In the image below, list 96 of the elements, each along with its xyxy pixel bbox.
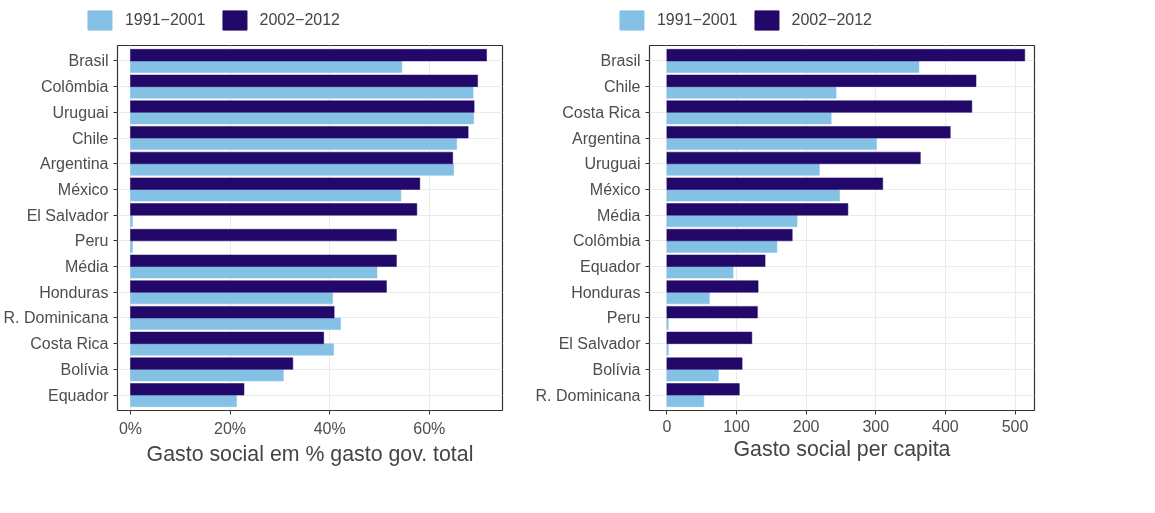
x-axis-title: Gasto social per capita [733,436,951,461]
y-tick-label: Costa Rica [562,103,641,121]
bar [666,292,710,305]
x-tick-label: 0 [662,417,672,435]
bar [666,86,837,99]
legend-label: 2002−2012 [259,11,341,29]
bar [130,86,474,99]
y-tick-label: El Salvador [558,335,642,353]
bar [666,112,832,125]
bar [130,49,487,62]
bar [130,357,294,370]
bar [666,151,921,164]
y-tick-label: Uruguai [584,155,641,173]
bar [666,394,705,407]
y-tick-label: Equador [580,258,642,276]
legend-label: 1991−2001 [656,11,738,29]
bar [130,369,284,382]
y-tick-label: Média [64,258,109,276]
bar [130,203,418,216]
bar [130,126,469,139]
bar [130,317,341,330]
bar [666,369,719,382]
bar [130,112,474,125]
y-tick-label: Argentina [40,155,109,173]
bar [666,240,778,253]
y-tick-label: R. Dominicana [535,386,641,404]
x-tick-label: 500 [1001,417,1029,435]
y-tick-label: México [57,180,109,198]
bar [130,100,475,113]
bar [130,343,334,356]
y-tick-label: Bolívia [592,360,641,378]
bar [130,163,454,176]
bar [666,280,759,293]
y-tick-label: México [589,180,641,198]
y-tick-label: Equador [48,386,110,404]
bar [666,383,740,396]
bar [666,137,877,150]
x-tick-label: 200 [792,417,820,435]
bar [666,126,951,139]
x-axis-title: Gasto social em % gasto gov. total [146,441,474,466]
bar [130,189,402,202]
y-tick-label: Chile [72,129,109,147]
bar [130,266,378,279]
y-tick-label: Peru [606,309,641,327]
x-tick-label: 300 [862,417,890,435]
bar [666,214,798,227]
bar [130,137,457,150]
bar [666,189,840,202]
bar [130,151,453,164]
bar [666,49,1025,62]
bar [130,292,333,305]
bar [666,60,920,73]
bar [130,394,237,407]
y-tick-label: Colômbia [572,232,641,250]
bar [130,254,397,267]
y-tick-label: El Salvador [26,206,110,224]
y-tick-label: Costa Rica [30,335,109,353]
y-tick-label: Argentina [572,129,641,147]
y-tick-label: Colômbia [40,78,109,96]
y-tick-label: Bolívia [60,360,109,378]
bar [666,74,977,87]
x-tick-label: 20% [214,419,247,437]
y-tick-label: Honduras [571,283,641,301]
bar [666,177,883,190]
bar [666,229,793,242]
y-tick-label: Uruguai [52,103,109,121]
x-tick-label: 60% [413,419,446,437]
x-tick-label: 0% [118,419,143,437]
bar [130,383,245,396]
x-tick-label: 100 [723,417,750,435]
bar [130,74,478,87]
bar [666,254,766,267]
bar [130,306,335,319]
x-tick-label: 400 [932,417,959,435]
y-tick-label: Brasil [600,52,641,70]
y-tick-label: Chile [604,78,641,96]
bar [130,60,403,73]
bar [130,177,421,190]
bar [666,306,758,319]
y-tick-label: Honduras [39,283,109,301]
bar [130,229,397,242]
y-tick-label: Média [596,206,641,224]
y-tick-label: Brasil [68,52,109,70]
bar [666,357,743,370]
bar [666,203,849,216]
bar [130,280,387,293]
bar [666,266,734,279]
bar [666,100,973,113]
legend-label: 2002−2012 [791,11,873,29]
bar [666,163,820,176]
bar [130,331,324,344]
x-tick-label: 40% [313,419,346,437]
legend-label: 1991−2001 [124,11,206,29]
bar [666,331,753,344]
y-tick-label: Peru [74,232,109,250]
y-tick-label: R. Dominicana [3,309,109,327]
